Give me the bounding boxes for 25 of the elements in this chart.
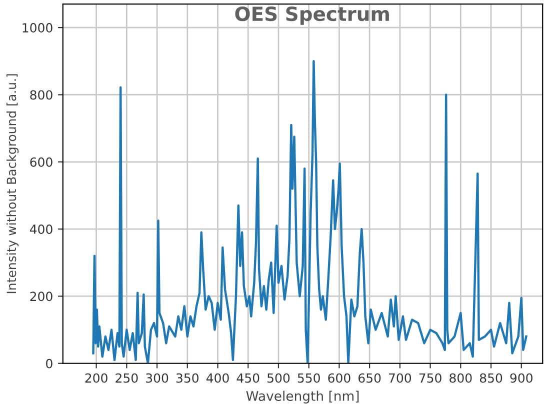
x-tick-label: 250 <box>116 373 138 383</box>
x-axis-title: Wavelength [nm] <box>246 390 359 404</box>
x-tick-label: 550 <box>298 373 320 383</box>
x-tick-label: 800 <box>450 373 472 383</box>
x-tick-label: 650 <box>358 373 381 383</box>
chart-title: OES Spectrum <box>235 6 389 25</box>
y-tick-label: 200 <box>30 292 52 302</box>
x-tick-label: 350 <box>176 373 198 383</box>
y-tick-label: 600 <box>30 157 52 167</box>
y-tick-label: 0 <box>46 358 52 368</box>
y-axis-title: Intensity without Background [a.u.] <box>6 74 19 294</box>
x-tick-label: 750 <box>419 373 442 383</box>
y-tick-label: 800 <box>30 90 52 100</box>
x-tick-label: 500 <box>268 373 290 383</box>
x-tick-label: 600 <box>328 373 350 383</box>
y-tick-label: 400 <box>30 224 52 234</box>
x-tick-label: 700 <box>389 373 412 383</box>
x-tick-label: 450 <box>236 373 260 383</box>
x-tick-label: 200 <box>85 373 108 383</box>
x-tick-label: 850 <box>480 373 502 383</box>
x-tick-label: 900 <box>510 373 532 383</box>
y-tick-label: 1000 <box>22 23 52 32</box>
line-series <box>92 60 528 364</box>
x-tick-label: 300 <box>146 373 168 383</box>
x-tick-label: 400 <box>206 373 229 383</box>
